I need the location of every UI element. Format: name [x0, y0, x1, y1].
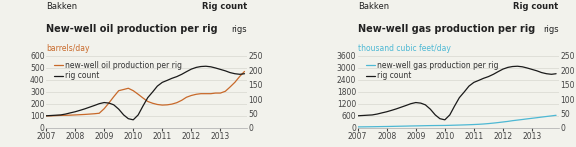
Text: rigs: rigs	[543, 25, 559, 34]
Text: Rig count: Rig count	[513, 2, 559, 11]
Text: thousand cubic feet/day: thousand cubic feet/day	[358, 44, 450, 53]
Legend: new-well gas production per rig, rig count: new-well gas production per rig, rig cou…	[366, 61, 498, 80]
Text: Bakken: Bakken	[358, 2, 389, 11]
Text: New-well gas production per rig: New-well gas production per rig	[358, 24, 535, 34]
Text: barrels/day: barrels/day	[46, 44, 90, 53]
Text: rigs: rigs	[232, 25, 247, 34]
Text: Rig count: Rig count	[202, 2, 247, 11]
Text: Bakken: Bakken	[46, 2, 77, 11]
Text: New-well oil production per rig: New-well oil production per rig	[46, 24, 218, 34]
Legend: new-well oil production per rig, rig count: new-well oil production per rig, rig cou…	[54, 61, 183, 80]
